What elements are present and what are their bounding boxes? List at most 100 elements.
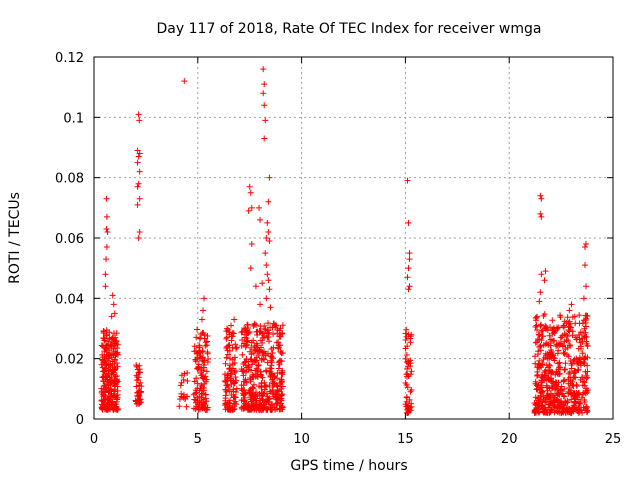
data-point (108, 313, 115, 320)
data-point (263, 235, 270, 241)
data-point (560, 322, 567, 329)
data-point (572, 399, 579, 406)
data-points (98, 66, 591, 416)
data-point (135, 369, 142, 376)
data-point (245, 325, 252, 332)
data-point (279, 391, 286, 398)
data-point (261, 356, 268, 363)
data-point (257, 216, 264, 223)
data-point (221, 371, 228, 378)
data-point (577, 362, 584, 369)
data-point (537, 210, 544, 217)
data-point (100, 368, 107, 375)
data-point (553, 397, 560, 404)
data-point (566, 342, 573, 349)
data-point (584, 408, 591, 415)
data-point (232, 368, 239, 375)
data-point (233, 401, 240, 408)
data-point (196, 344, 203, 351)
data-point (402, 401, 409, 408)
data-point (264, 320, 271, 327)
data-point (257, 301, 264, 308)
data-point (273, 339, 280, 346)
data-point (228, 405, 235, 412)
data-point (201, 380, 208, 387)
data-point (265, 198, 272, 205)
data-point (105, 338, 112, 345)
data-point (561, 338, 568, 345)
data-point (554, 350, 561, 357)
data-point (194, 397, 201, 404)
data-point (113, 404, 120, 411)
data-point (252, 358, 259, 365)
data-point (202, 342, 209, 349)
data-point (134, 147, 141, 154)
data-point (533, 404, 540, 411)
data-point (579, 374, 586, 381)
data-point (567, 409, 574, 416)
data-point (103, 195, 110, 202)
data-point (540, 356, 547, 363)
data-point (532, 401, 539, 408)
data-point (108, 399, 115, 406)
data-point (246, 375, 253, 382)
data-point (133, 362, 140, 369)
data-point (581, 333, 588, 340)
data-point (135, 382, 142, 389)
data-point (222, 360, 229, 367)
data-point (268, 353, 275, 360)
data-point (539, 373, 546, 380)
data-point (103, 244, 110, 251)
data-point (261, 102, 268, 109)
data-point (250, 323, 257, 330)
data-point (277, 405, 284, 412)
data-point (266, 382, 273, 389)
data-point (108, 343, 115, 350)
data-point (576, 391, 583, 398)
data-point (226, 387, 233, 394)
data-point (137, 396, 144, 403)
data-point (582, 319, 589, 326)
data-point (194, 350, 201, 357)
data-point (534, 406, 541, 413)
data-point (403, 381, 410, 388)
data-point (260, 332, 267, 339)
data-point (203, 406, 210, 413)
data-point (583, 385, 590, 392)
data-point (549, 327, 556, 334)
data-point (543, 399, 550, 406)
data-point (269, 350, 276, 357)
data-point (242, 326, 249, 333)
data-point (196, 354, 203, 361)
data-point (567, 324, 574, 331)
data-point (560, 343, 567, 350)
y-tick-label: 0.1 (63, 111, 84, 126)
data-point (106, 335, 113, 342)
data-point (278, 392, 285, 399)
data-point (226, 331, 233, 338)
data-point (101, 335, 108, 342)
data-point (102, 271, 109, 278)
data-point (539, 333, 546, 340)
data-point (264, 350, 271, 357)
data-point (191, 378, 198, 385)
data-point (407, 333, 414, 340)
data-point (274, 375, 281, 382)
data-point (199, 347, 206, 354)
data-point (543, 382, 550, 389)
data-point (276, 361, 283, 368)
data-point (583, 315, 590, 322)
data-point (201, 357, 208, 364)
data-point (275, 365, 282, 372)
data-point (203, 376, 210, 383)
data-point (104, 404, 111, 411)
data-point (178, 372, 185, 379)
data-point (543, 324, 550, 331)
data-point (101, 392, 108, 399)
data-point (104, 342, 111, 349)
data-point (136, 228, 143, 235)
data-point (575, 366, 582, 373)
data-point (575, 409, 582, 416)
data-point (532, 315, 539, 322)
data-point (547, 342, 554, 349)
